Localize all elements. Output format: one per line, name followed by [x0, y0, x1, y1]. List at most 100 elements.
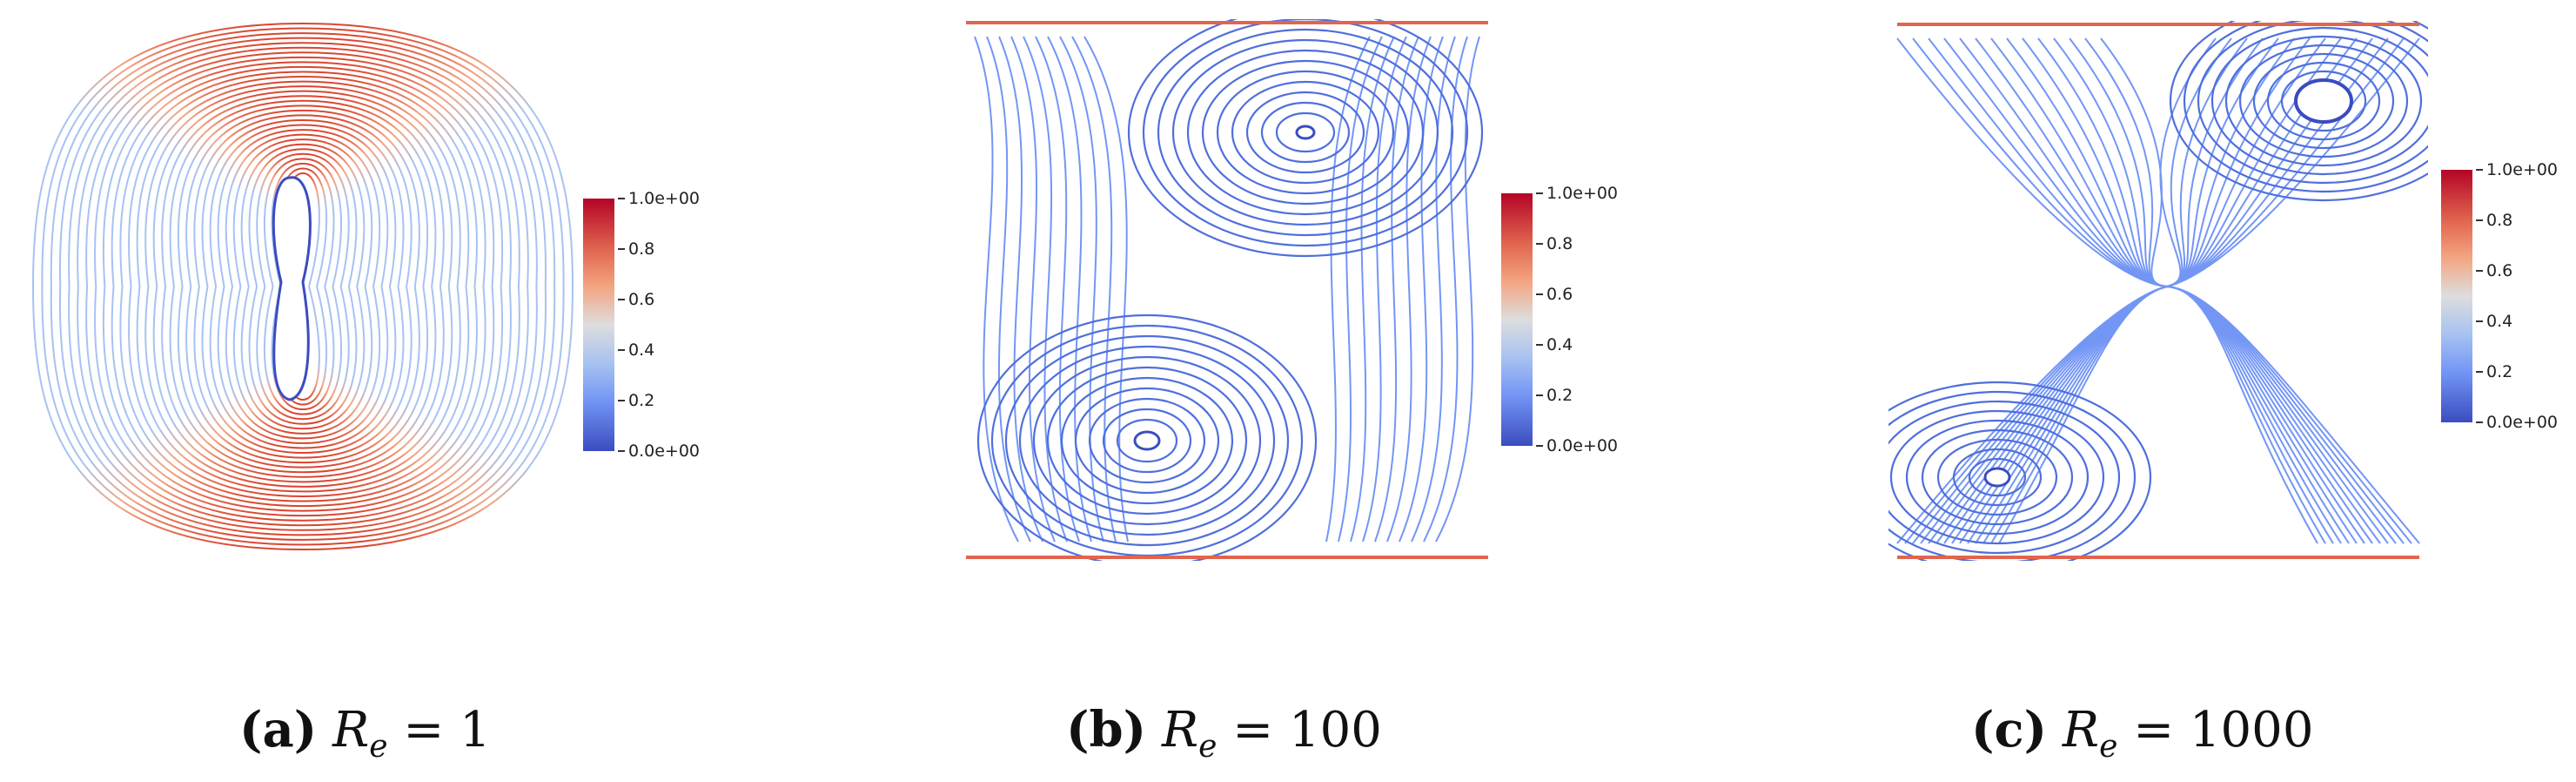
streamline — [119, 71, 486, 502]
streamline — [102, 61, 504, 512]
colorbar-tick — [618, 400, 625, 401]
streamline — [111, 65, 495, 508]
streamline — [41, 27, 565, 546]
streamline — [201, 118, 405, 455]
colorbar-tick-label: 0.4 — [628, 340, 655, 360]
streamline — [31, 22, 574, 551]
streamline — [225, 133, 381, 440]
streamline — [1035, 36, 1080, 543]
streamline — [152, 90, 453, 483]
colorbar-tick — [1536, 344, 1543, 346]
streamline — [1071, 36, 1117, 543]
streamline — [193, 114, 413, 459]
streamline — [1083, 36, 1129, 543]
streamline — [248, 148, 358, 425]
colorbar-tick — [618, 248, 625, 250]
streamline — [1245, 91, 1365, 174]
streamline — [240, 143, 366, 430]
colorbar-tick — [618, 349, 625, 351]
streamline — [185, 109, 420, 464]
colorbar-tick — [2476, 169, 2483, 171]
colorbar-tick-label: 0.2 — [1546, 386, 1573, 405]
streamline — [1074, 387, 1220, 495]
streamline — [1921, 428, 2074, 526]
caption-letter: (b) — [1066, 701, 1147, 758]
colorbar-tick-label: 0.4 — [2486, 312, 2513, 331]
streamline — [1959, 37, 2295, 544]
streamline — [209, 124, 397, 449]
streamline — [1435, 36, 1480, 543]
streamline — [1046, 366, 1248, 516]
colorbar-gradient — [2441, 170, 2472, 422]
streamline — [1967, 37, 2279, 544]
streamline — [217, 129, 389, 444]
streamline — [1905, 419, 2090, 536]
colorbar-tick — [1536, 192, 1543, 194]
caption-c: (c) Re = 1000 — [1971, 701, 2313, 765]
streamline — [1399, 36, 1444, 543]
colorbar-tick-label: 0.0e+00 — [628, 442, 701, 461]
streamline — [161, 95, 445, 478]
streamline — [1411, 36, 1456, 543]
streamline — [1888, 390, 2137, 561]
colorbar-tick-label: 0.0e+00 — [1546, 436, 1619, 455]
streamline — [1201, 59, 1410, 206]
streamline — [1047, 36, 1092, 543]
colorbar-tick — [1536, 445, 1543, 447]
streamline — [263, 158, 343, 415]
streamline — [2280, 70, 2367, 132]
streamline — [1350, 36, 1395, 543]
streamline — [1374, 36, 1419, 543]
streamline — [1325, 36, 1371, 543]
streamline — [2210, 26, 2428, 176]
streamline — [58, 37, 547, 536]
colorbar-tick — [2476, 371, 2483, 373]
streamline — [2266, 61, 2381, 141]
streamline — [128, 76, 478, 497]
caption-letter: (c) — [1971, 701, 2048, 758]
colorbar-tick-label: 0.2 — [2486, 362, 2513, 381]
streamline — [1102, 408, 1192, 474]
colorbar-tick-label: 0.6 — [2486, 261, 2513, 280]
colorbar-tick — [2476, 421, 2483, 423]
streamline — [68, 42, 538, 531]
streamline — [1059, 36, 1104, 543]
streamline — [1338, 36, 1383, 543]
streamline — [1060, 376, 1234, 505]
caption-b: (b) Re = 100 — [1066, 701, 1382, 765]
streamline — [2053, 37, 2342, 544]
streamline — [1952, 448, 2043, 507]
streamline — [1990, 37, 2232, 544]
colorbar-tick-label: 0.8 — [1546, 234, 1573, 253]
streamline — [2252, 52, 2395, 150]
streamline — [2197, 21, 2428, 185]
streamline — [2238, 44, 2409, 158]
streamline — [1889, 409, 2105, 545]
streamline — [1275, 111, 1336, 153]
streamline — [1231, 80, 1380, 185]
streamline — [136, 80, 470, 493]
streamline — [1936, 438, 2058, 516]
streamline — [169, 99, 437, 474]
streamline — [1216, 70, 1395, 195]
streamline — [1186, 49, 1425, 216]
colorbar-tick — [1536, 243, 1543, 245]
streamline — [77, 46, 529, 527]
streamline — [1260, 101, 1351, 164]
streamline — [85, 51, 520, 522]
caption-value: = 1000 — [2133, 702, 2314, 758]
streamline — [1032, 355, 1262, 526]
streamline — [1888, 400, 2121, 555]
colorbar-tick-label: 1.0e+00 — [2486, 160, 2559, 179]
streamline — [1423, 36, 1468, 543]
colorbar-tick-label: 0.0e+00 — [2486, 413, 2559, 432]
streamline-plot-a — [31, 22, 574, 551]
colorbar-tick-label: 0.2 — [628, 391, 655, 410]
streamline — [1362, 36, 1407, 543]
streamline — [50, 32, 556, 541]
streamline — [1127, 19, 1484, 258]
streamline — [1004, 334, 1290, 547]
streamline — [1968, 457, 2027, 497]
streamline — [177, 104, 429, 469]
colorbar-gradient — [1501, 193, 1533, 446]
